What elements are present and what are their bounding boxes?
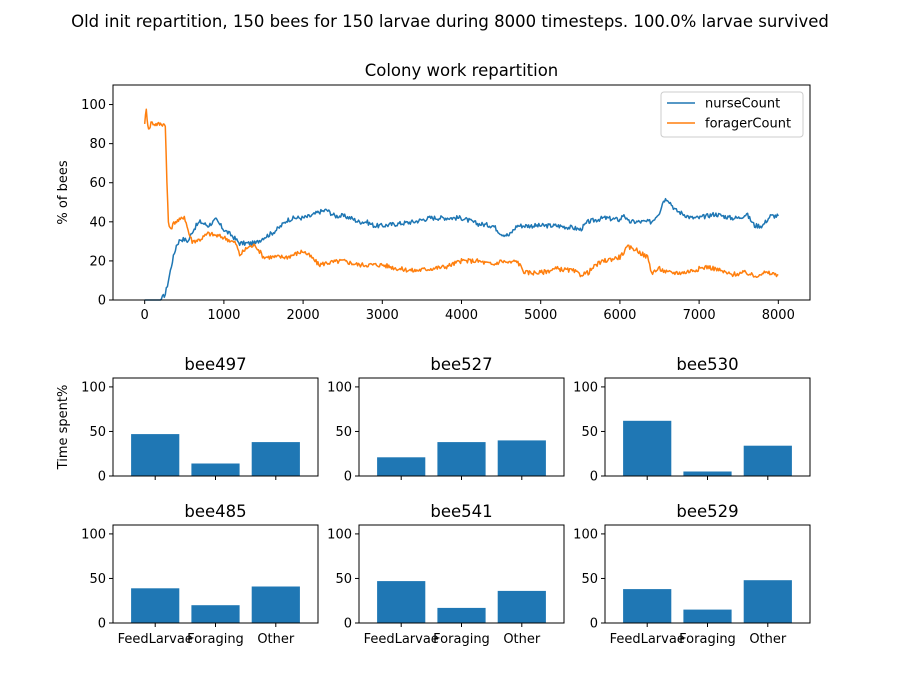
bar-chart-bee497: bee497 Time spent% 0 50 100 — [56, 355, 319, 485]
y-tick-label: 0 — [344, 617, 352, 632]
bar-FeedLarvae — [623, 589, 672, 623]
x-tick-label: 1000 — [207, 308, 240, 323]
bar-FeedLarvae — [377, 457, 426, 476]
y-tick-label: 50 — [335, 572, 352, 587]
bar-chart-title: bee527 — [430, 355, 492, 374]
figure-suptitle: Old init repartition, 150 bees for 150 l… — [71, 12, 829, 31]
x-tick-label: 3000 — [366, 308, 399, 323]
legend-label-nurseCount: nurseCount — [705, 97, 780, 112]
x-tick-label: Foraging — [187, 632, 244, 647]
bar-Foraging — [191, 463, 240, 476]
y-tick-label: 50 — [581, 572, 598, 587]
bar-FeedLarvae — [131, 434, 180, 476]
y-tick-label: 100 — [81, 98, 106, 113]
x-tick-label: 0 — [141, 308, 149, 323]
bar-Other — [251, 586, 300, 623]
y-tick-label: 20 — [89, 254, 106, 269]
bar-chart-title: bee485 — [184, 502, 246, 521]
bar-Foraging — [683, 609, 732, 623]
line-chart-colony-work: Colony work repartition % of bees 0 20 40 60 8… — [56, 61, 811, 323]
y-tick-label: 100 — [327, 527, 352, 542]
x-tick-label: 8000 — [762, 308, 795, 323]
x-tick-label: FeedLarvae — [364, 632, 439, 647]
bar-chart-title: bee529 — [676, 502, 738, 521]
bar-chart-title: bee530 — [676, 355, 738, 374]
x-tick-label: Other — [257, 632, 295, 647]
y-tick-label: 100 — [81, 527, 106, 542]
y-tick-label: 100 — [573, 380, 598, 395]
bar-Other — [497, 590, 546, 623]
series-line-nurseCount — [144, 197, 779, 301]
x-tick-label: 7000 — [683, 308, 716, 323]
y-tick-label: 50 — [335, 425, 352, 440]
line-chart-ylabel: % of bees — [56, 160, 71, 224]
x-tick-label: 6000 — [603, 308, 636, 323]
y-tick-label: 60 — [89, 176, 106, 191]
x-tick-label: 5000 — [524, 308, 557, 323]
line-chart-frame — [112, 84, 811, 301]
x-tick-label: FeedLarvae — [118, 632, 193, 647]
bar-chart-frame — [604, 377, 811, 477]
legend-label-foragerCount: foragerCount — [705, 117, 791, 132]
bar-chart-title: bee541 — [430, 502, 492, 521]
bar-chart-title: bee497 — [184, 355, 246, 374]
x-tick-label: 2000 — [287, 308, 320, 323]
bar-FeedLarvae — [377, 581, 426, 623]
bar-Foraging — [437, 607, 486, 623]
y-tick-label: 100 — [573, 527, 598, 542]
bar-chart-frame — [604, 524, 811, 624]
y-tick-label: 80 — [89, 137, 106, 152]
y-tick-label: 0 — [98, 617, 106, 632]
bar-FeedLarvae — [131, 588, 180, 623]
bar-chart-frame — [358, 524, 565, 624]
y-tick-label: 0 — [590, 470, 598, 485]
y-tick-label: 100 — [81, 380, 106, 395]
bar-chart-frame — [112, 524, 319, 624]
bar-FeedLarvae — [623, 420, 672, 476]
x-tick-label: Foraging — [679, 632, 736, 647]
y-tick-label: 40 — [89, 215, 106, 230]
y-tick-label: 100 — [327, 380, 352, 395]
bar-Other — [743, 580, 792, 623]
bar-Foraging — [683, 471, 732, 476]
y-tick-label: 0 — [590, 617, 598, 632]
bar-chart-frame — [112, 377, 319, 477]
y-tick-label: 0 — [98, 470, 106, 485]
bar-Other — [497, 440, 546, 476]
x-tick-label: Other — [749, 632, 787, 647]
y-tick-label: 0 — [98, 294, 106, 309]
bar-chart-bee530: bee530 0 50 100 — [573, 355, 811, 485]
x-tick-label: Foraging — [433, 632, 490, 647]
bar-chart-bee527: bee527 0 50 100 — [327, 355, 565, 485]
bar-Other — [251, 442, 300, 476]
bar-Other — [743, 445, 792, 476]
y-tick-label: 50 — [581, 425, 598, 440]
x-tick-label: Other — [503, 632, 541, 647]
line-chart-title: Colony work repartition — [365, 61, 559, 80]
x-tick-label: 4000 — [445, 308, 478, 323]
bar-chart-ylabel: Time spent% — [56, 385, 71, 471]
bar-Foraging — [191, 605, 240, 623]
y-tick-label: 50 — [89, 572, 106, 587]
legend-box — [660, 91, 804, 138]
bar-Foraging — [437, 442, 486, 476]
series-line-foragerCount — [143, 108, 779, 279]
y-tick-label: 0 — [344, 470, 352, 485]
x-tick-label: FeedLarvae — [610, 632, 685, 647]
y-tick-label: 50 — [89, 425, 106, 440]
bar-chart-frame — [358, 377, 565, 477]
